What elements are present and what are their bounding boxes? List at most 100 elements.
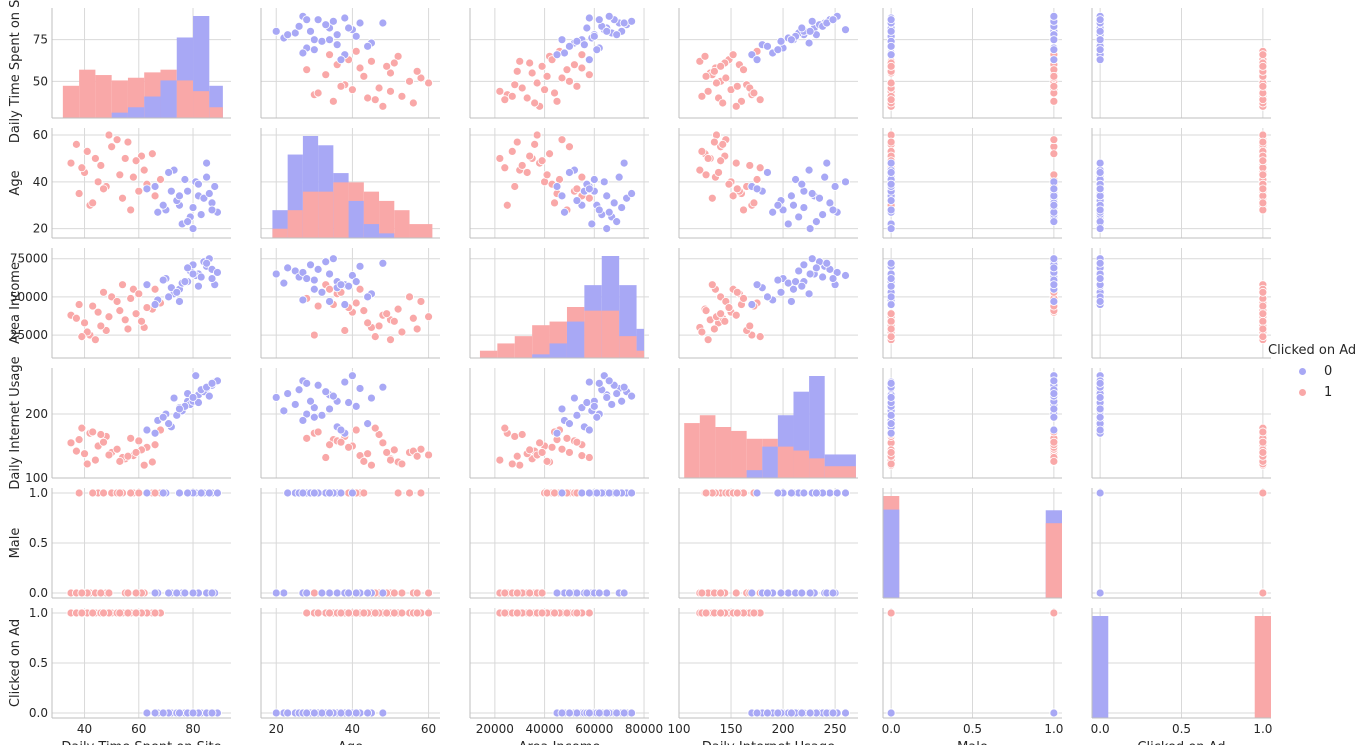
scatter-point-r0c1-1-3 xyxy=(367,56,376,66)
scatter-point-r3c2-0-21 xyxy=(565,419,574,429)
scatter-point-r1c2-0-3 xyxy=(614,172,624,182)
scatter-point-r3c2-1-24 xyxy=(542,456,552,466)
scatter-point-r1c3-0-29 xyxy=(828,205,838,215)
scatter-point-r4c0-0-26 xyxy=(175,488,184,498)
scatter-point-r2c4-1-29 xyxy=(886,309,896,319)
scatter-point-r1c2-1-4 xyxy=(565,142,574,152)
scatter-point-r3c2-1-10 xyxy=(557,444,567,454)
y-tick-label-4-0: 0.0 xyxy=(29,586,48,600)
scatter-point-r5c2-0-22 xyxy=(612,708,622,718)
scatter-point-r2c3-0-27 xyxy=(805,269,815,279)
scatter-point-r2c4-0-26 xyxy=(1049,297,1059,306)
y-tick-label-3-1: 200 xyxy=(25,407,48,421)
scatter-point-r3c0-1-20 xyxy=(126,433,136,443)
scatter-point-r3c1-0-11 xyxy=(279,406,289,416)
scatter-point-r1c0-0-29 xyxy=(207,205,217,215)
scatter-point-r4c3-1-19 xyxy=(697,588,707,598)
scatter-point-r2c0-1-11 xyxy=(80,318,89,328)
hist-bar-r3c3-0-4 xyxy=(746,470,763,478)
scatter-point-r0c2-0-26 xyxy=(557,35,567,45)
scatter-point-r0c2-1-11 xyxy=(522,93,532,103)
scatter-point-r1c4-0-29 xyxy=(886,205,896,215)
scatter-point-r3c0-1-7 xyxy=(66,438,76,448)
scatter-point-r2c0-1-2 xyxy=(74,300,84,309)
scatter-point-r1c0-1-20 xyxy=(126,205,136,215)
scatter-point-r0c1-0-17 xyxy=(351,31,361,41)
scatter-point-r1c3-1-16 xyxy=(707,193,717,203)
scatter-point-r3c4-0-15 xyxy=(886,428,896,438)
scatter-point-r0c5-1-22 xyxy=(1258,50,1268,60)
scatter-point-r2c1-1-21 xyxy=(424,312,433,322)
scatter-point-r3c0-1-23 xyxy=(77,423,87,433)
scatter-point-r1c2-0-20 xyxy=(604,207,614,217)
scatter-point-r2c0-0-26 xyxy=(175,297,184,306)
scatter-point-r4c1-0-10 xyxy=(348,488,357,498)
scatter-point-r1c2-0-28 xyxy=(584,184,594,194)
scatter-point-r3c0-0-26 xyxy=(175,404,184,414)
scatter-point-r2c0-1-26 xyxy=(88,301,98,311)
scatter-point-r0c1-0-2 xyxy=(309,35,319,45)
scatter-point-r0c4-0-27 xyxy=(886,26,896,36)
scatter-point-r1c3-0-3 xyxy=(820,172,830,182)
scatter-point-r3c0-0-7 xyxy=(169,393,179,403)
scatter-point-r0c2-1-16 xyxy=(584,70,594,80)
scatter-point-r4c2-0-21 xyxy=(565,588,574,598)
scatter-point-r3c1-1-28 xyxy=(336,437,346,447)
scatter-point-r4c2-0-29 xyxy=(594,588,604,598)
scatter-point-r1c5-1-26 xyxy=(1258,198,1268,208)
scatter-point-r0c5-1-29 xyxy=(1258,61,1268,71)
scatter-point-r1c3-0-16 xyxy=(818,210,828,219)
scatter-point-r1c2-0-29 xyxy=(594,205,604,215)
scatter-point-r0c3-0-10 xyxy=(841,25,850,35)
scatter-point-r2c1-0-8 xyxy=(321,257,331,267)
scatter-point-r5c0-0-28 xyxy=(142,708,152,718)
scatter-point-r3c1-0-19 xyxy=(317,410,327,420)
y-axis-label-0: Daily Time Spent on Site xyxy=(8,0,23,143)
scatter-point-r2c1-1-5 xyxy=(309,330,319,340)
scatter-point-r2c1-0-12 xyxy=(313,264,323,274)
scatter-point-r0c2-1-25 xyxy=(525,58,535,68)
scatter-point-r0c1-0-24 xyxy=(309,45,319,55)
y-axis-label-3: Daily Internet Usage xyxy=(8,356,23,489)
scatter-point-r0c4-1-28 xyxy=(1049,81,1059,91)
scatter-point-r3c2-0-25 xyxy=(619,382,629,392)
scatter-point-r0c2-0-20 xyxy=(604,11,614,21)
scatter-point-r0c2-1-27 xyxy=(512,66,522,76)
x-tick-label-2-0: 20000 xyxy=(476,722,514,736)
scatter-point-r4c3-0-20 xyxy=(832,488,842,498)
scatter-point-r1c0-1-8 xyxy=(147,149,157,159)
x-tick-label-0-2: 80 xyxy=(185,722,200,736)
y-tick-label-1-0: 20 xyxy=(33,222,48,236)
scatter-point-r1c3-1-3 xyxy=(695,165,705,175)
scatter-point-r4c1-0-17 xyxy=(351,588,361,598)
scatter-point-r3c0-0-18 xyxy=(204,391,214,401)
hist-bar-r0c0-1-1 xyxy=(79,69,96,118)
scatter-point-r3c5-0-29 xyxy=(1095,378,1105,388)
scatter-point-r0c2-1-2 xyxy=(552,96,562,106)
scatter-point-r1c3-1-19 xyxy=(697,147,707,156)
scatter-point-r5c0-1-26 xyxy=(88,608,98,618)
scatter-point-r1c0-1-14 xyxy=(156,175,165,184)
scatter-point-r5c0-0-27 xyxy=(188,708,198,718)
scatter-point-r4c3-0-12 xyxy=(825,488,835,498)
scatter-point-r1c2-0-21 xyxy=(565,168,574,177)
legend-marker-0 xyxy=(1299,368,1306,375)
scatter-point-r1c4-0-27 xyxy=(886,224,896,234)
hist-bar-r1c1-0-6 xyxy=(363,224,380,238)
scatter-point-r1c4-1-8 xyxy=(1049,149,1059,159)
hist-bar-r2c2-0-9 xyxy=(636,328,645,358)
scatter-point-r4c3-0-22 xyxy=(811,488,821,498)
scatter-point-r3c0-1-11 xyxy=(80,449,89,459)
scatter-point-r2c0-1-28 xyxy=(99,287,108,297)
scatter-point-r3c4-0-26 xyxy=(1049,404,1059,414)
scatter-point-r4c0-1-22 xyxy=(150,488,160,498)
scatter-point-r0c1-1-6 xyxy=(355,63,365,73)
scatter-point-r0c5-0-24 xyxy=(1095,45,1105,55)
hist-bar-r3c3-1-0 xyxy=(684,423,700,478)
scatter-point-r4c1-0-26 xyxy=(325,488,334,498)
scatter-point-r2c3-0-6 xyxy=(794,266,804,276)
scatter-point-r4c0-1-2 xyxy=(74,488,84,498)
scatter-point-r5c2-1-28 xyxy=(572,608,582,618)
scatter-point-r2c0-0-16 xyxy=(196,272,206,282)
scatter-point-r1c0-1-10 xyxy=(112,135,122,145)
